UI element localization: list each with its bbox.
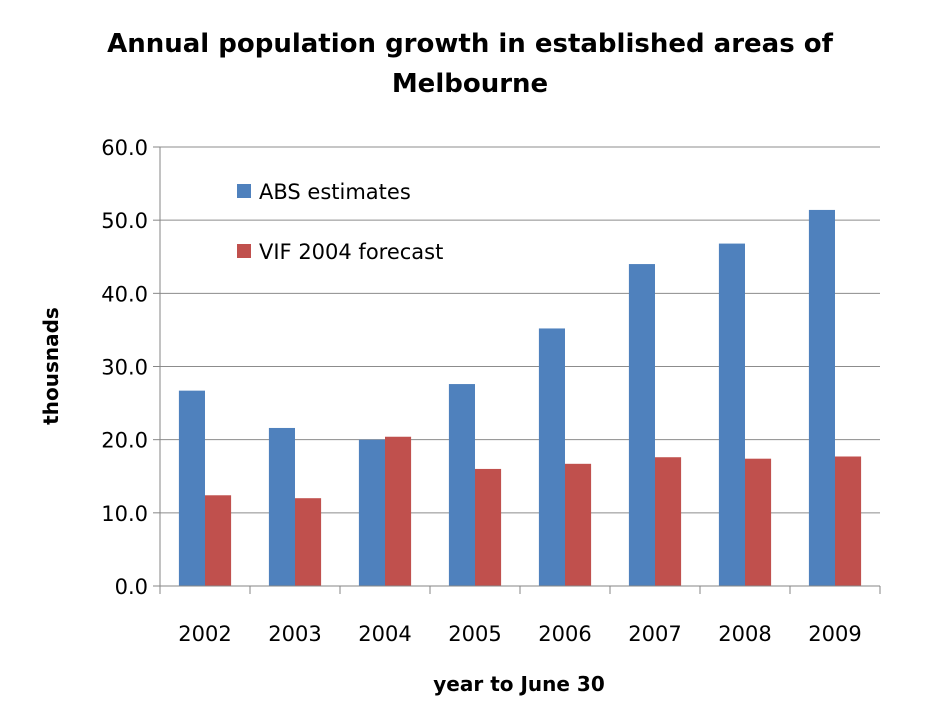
legend-swatch — [237, 184, 251, 198]
y-tick-label: 10.0 — [101, 502, 148, 526]
x-tick-label: 2002 — [178, 622, 231, 646]
bar-vif-2004-forecast — [745, 458, 772, 586]
x-tick-label: 2009 — [808, 622, 861, 646]
y-tick-label: 50.0 — [101, 209, 148, 233]
y-tick-label: 30.0 — [101, 356, 148, 380]
y-axis-title: thousnads — [39, 307, 63, 425]
x-tick-label: 2007 — [628, 622, 681, 646]
bar-vif-2004-forecast — [295, 498, 322, 586]
y-tick-label: 60.0 — [101, 136, 148, 160]
x-tick-label: 2003 — [268, 622, 321, 646]
bar-abs-estimates — [538, 328, 565, 586]
y-axis-ticks: 0.0 10.0 20.0 30.0 40.0 50.0 60.0 — [101, 136, 160, 599]
bar-vif-2004-forecast — [205, 495, 232, 586]
legend-label: ABS estimates — [259, 180, 411, 204]
bar-abs-estimates — [718, 243, 745, 586]
bar-abs-estimates — [628, 264, 655, 586]
x-axis-title: year to June 30 — [433, 672, 604, 696]
x-tick-label: 2004 — [358, 622, 411, 646]
x-tick-label: 2005 — [448, 622, 501, 646]
bar-abs-estimates — [268, 427, 295, 586]
legend-label: VIF 2004 forecast — [259, 240, 443, 264]
chart-title-line-1: Annual population growth in established … — [107, 29, 833, 59]
bar-vif-2004-forecast — [655, 457, 682, 586]
y-tick-label: 0.0 — [115, 575, 148, 599]
x-tick-label: 2008 — [718, 622, 771, 646]
x-axis-ticks: 2002 2003 2004 2005 2006 2007 2008 2009 — [159, 586, 881, 646]
legend: ABS estimates VIF 2004 forecast — [237, 180, 443, 264]
bar-vif-2004-forecast — [835, 456, 862, 586]
bar-abs-estimates — [808, 209, 835, 586]
y-tick-label: 20.0 — [101, 429, 148, 453]
x-tick-label: 2006 — [538, 622, 591, 646]
bar-abs-estimates — [448, 384, 475, 586]
legend-swatch — [237, 244, 251, 258]
y-tick-label: 40.0 — [101, 282, 148, 306]
chart-title-line-2: Melbourne — [392, 69, 548, 99]
bar-abs-estimates — [358, 439, 385, 586]
bar-abs-estimates — [178, 390, 205, 586]
bar-vif-2004-forecast — [565, 463, 592, 586]
bars — [178, 209, 862, 586]
bar-vif-2004-forecast — [385, 436, 412, 586]
bar-vif-2004-forecast — [475, 468, 502, 586]
